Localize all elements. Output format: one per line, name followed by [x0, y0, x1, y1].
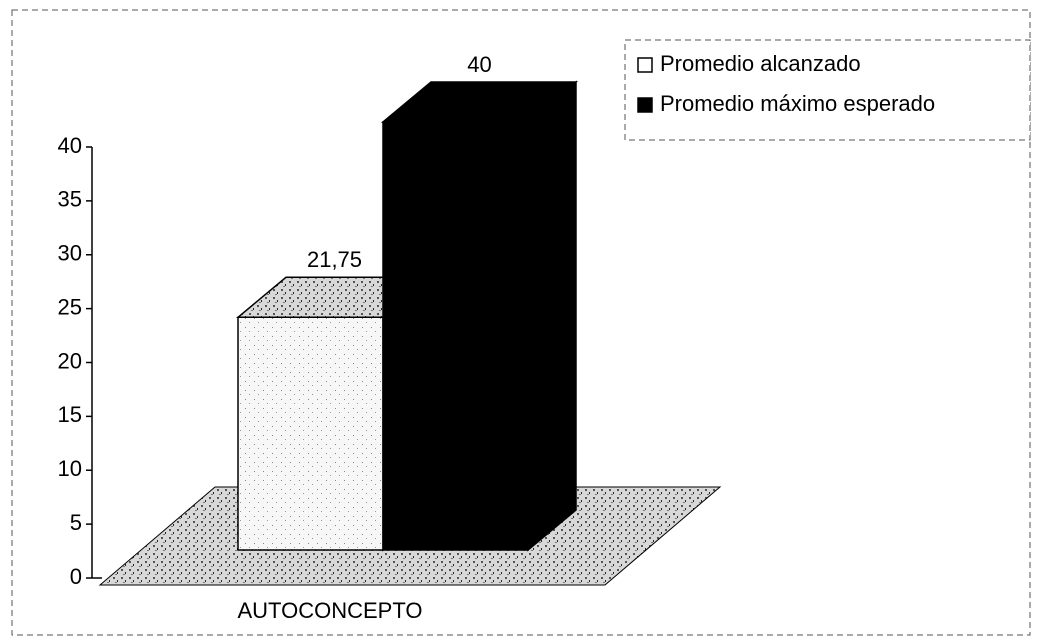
y-tick-label: 25 — [58, 294, 82, 319]
value-label: 40 — [467, 52, 491, 77]
legend — [624, 39, 1031, 141]
bar-side — [527, 80, 577, 552]
legend-label: Promedio alcanzado — [660, 51, 861, 76]
bar-front — [382, 121, 529, 551]
bar-front — [237, 316, 384, 551]
y-tick-label: 5 — [70, 510, 82, 535]
value-label: 21,75 — [307, 247, 362, 272]
y-tick-label: 30 — [58, 241, 82, 266]
y-tick-label: 20 — [58, 348, 82, 373]
y-tick-label: 15 — [58, 402, 82, 427]
legend-marker — [637, 57, 653, 73]
y-tick-label: 35 — [58, 187, 82, 212]
y-tick-label: 10 — [58, 456, 82, 481]
legend-label: Promedio máximo esperado — [660, 91, 935, 116]
y-tick-label: 0 — [70, 564, 82, 589]
y-tick-label: 40 — [58, 133, 82, 158]
x-tick-label: AUTOCONCEPTO — [238, 598, 423, 623]
bar — [380, 80, 579, 552]
frame — [11, 9, 1031, 636]
legend-marker — [637, 97, 653, 113]
